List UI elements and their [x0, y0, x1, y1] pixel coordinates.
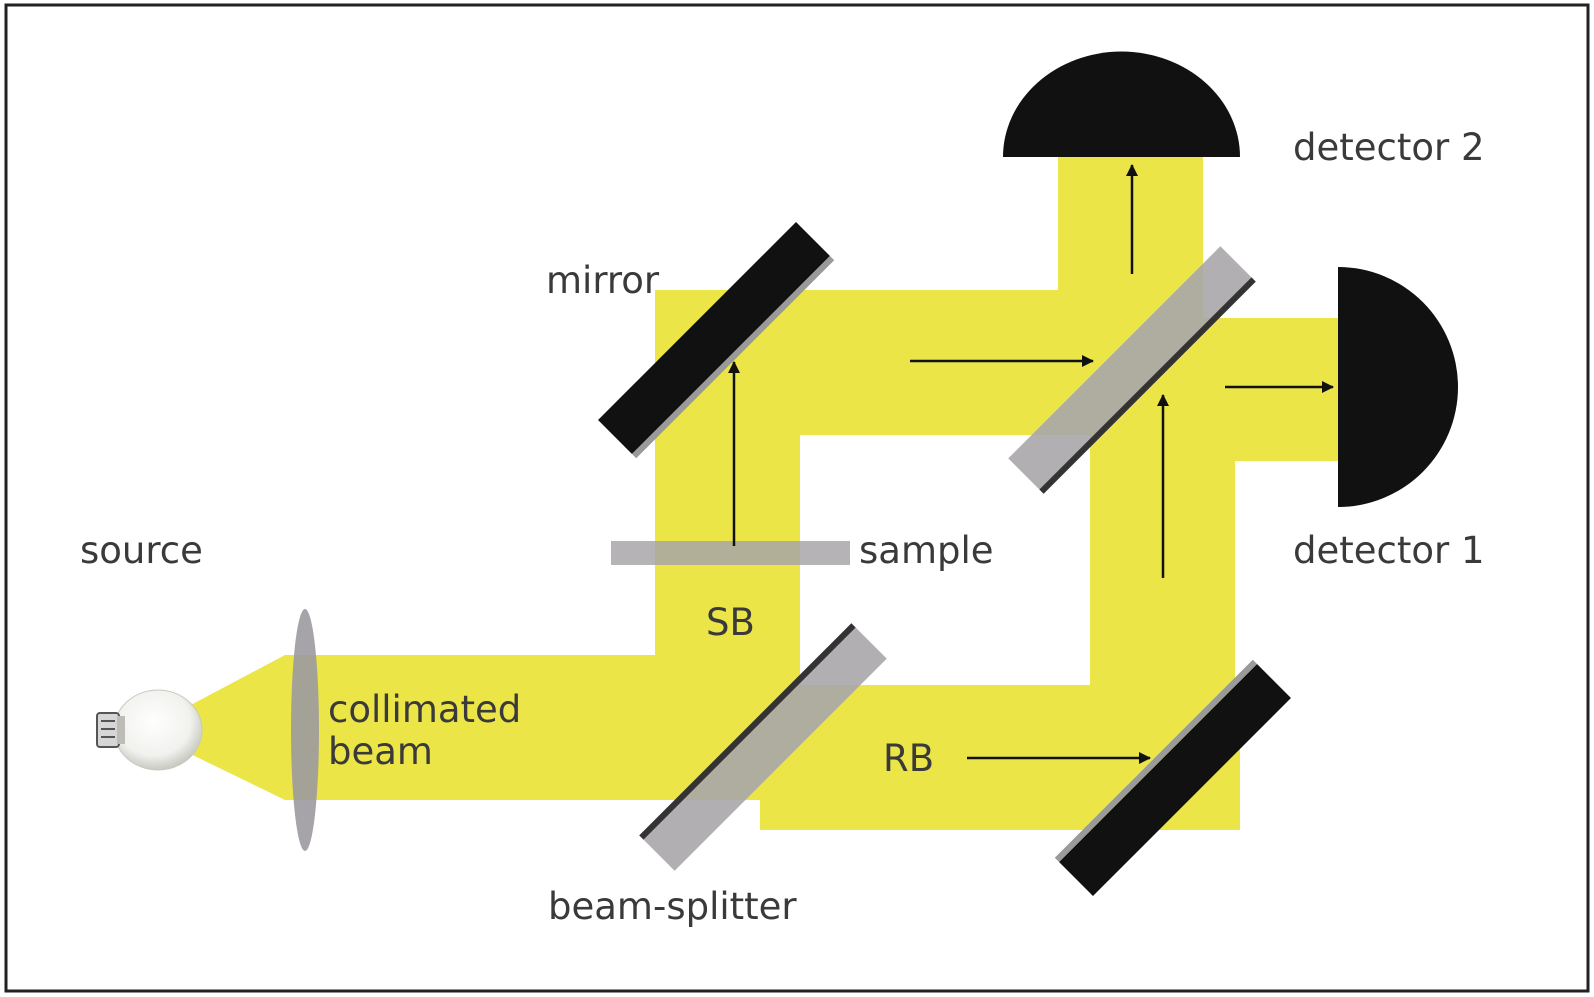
light-bulb-icon [96, 689, 203, 771]
source-cone-beam [172, 655, 285, 800]
label-sb: SB [706, 601, 755, 644]
detector-2-shape [1003, 51, 1240, 157]
label-rb: RB [883, 737, 934, 780]
label-beam-splitter: beam-splitter [548, 885, 797, 928]
label-beam: beam [328, 730, 433, 773]
mirror-top-left [598, 222, 835, 459]
sample-plate [611, 541, 850, 565]
label-collimated: collimated [328, 688, 521, 731]
label-source: source [80, 529, 203, 572]
beam-direction-arrows [728, 164, 1334, 764]
sample-beam-horizontal [760, 290, 1100, 435]
collimating-lens [291, 609, 319, 851]
detector-1-shape [1338, 267, 1458, 507]
label-detector-1: detector 1 [1293, 529, 1485, 572]
label-detector-2: detector 2 [1293, 126, 1485, 169]
mirror-bottom-right [1054, 659, 1291, 896]
beam-splitter-bottom [639, 623, 887, 871]
label-mirror: mirror [546, 259, 660, 302]
beam-splitter-top [1008, 246, 1256, 494]
label-sample: sample [859, 529, 994, 572]
